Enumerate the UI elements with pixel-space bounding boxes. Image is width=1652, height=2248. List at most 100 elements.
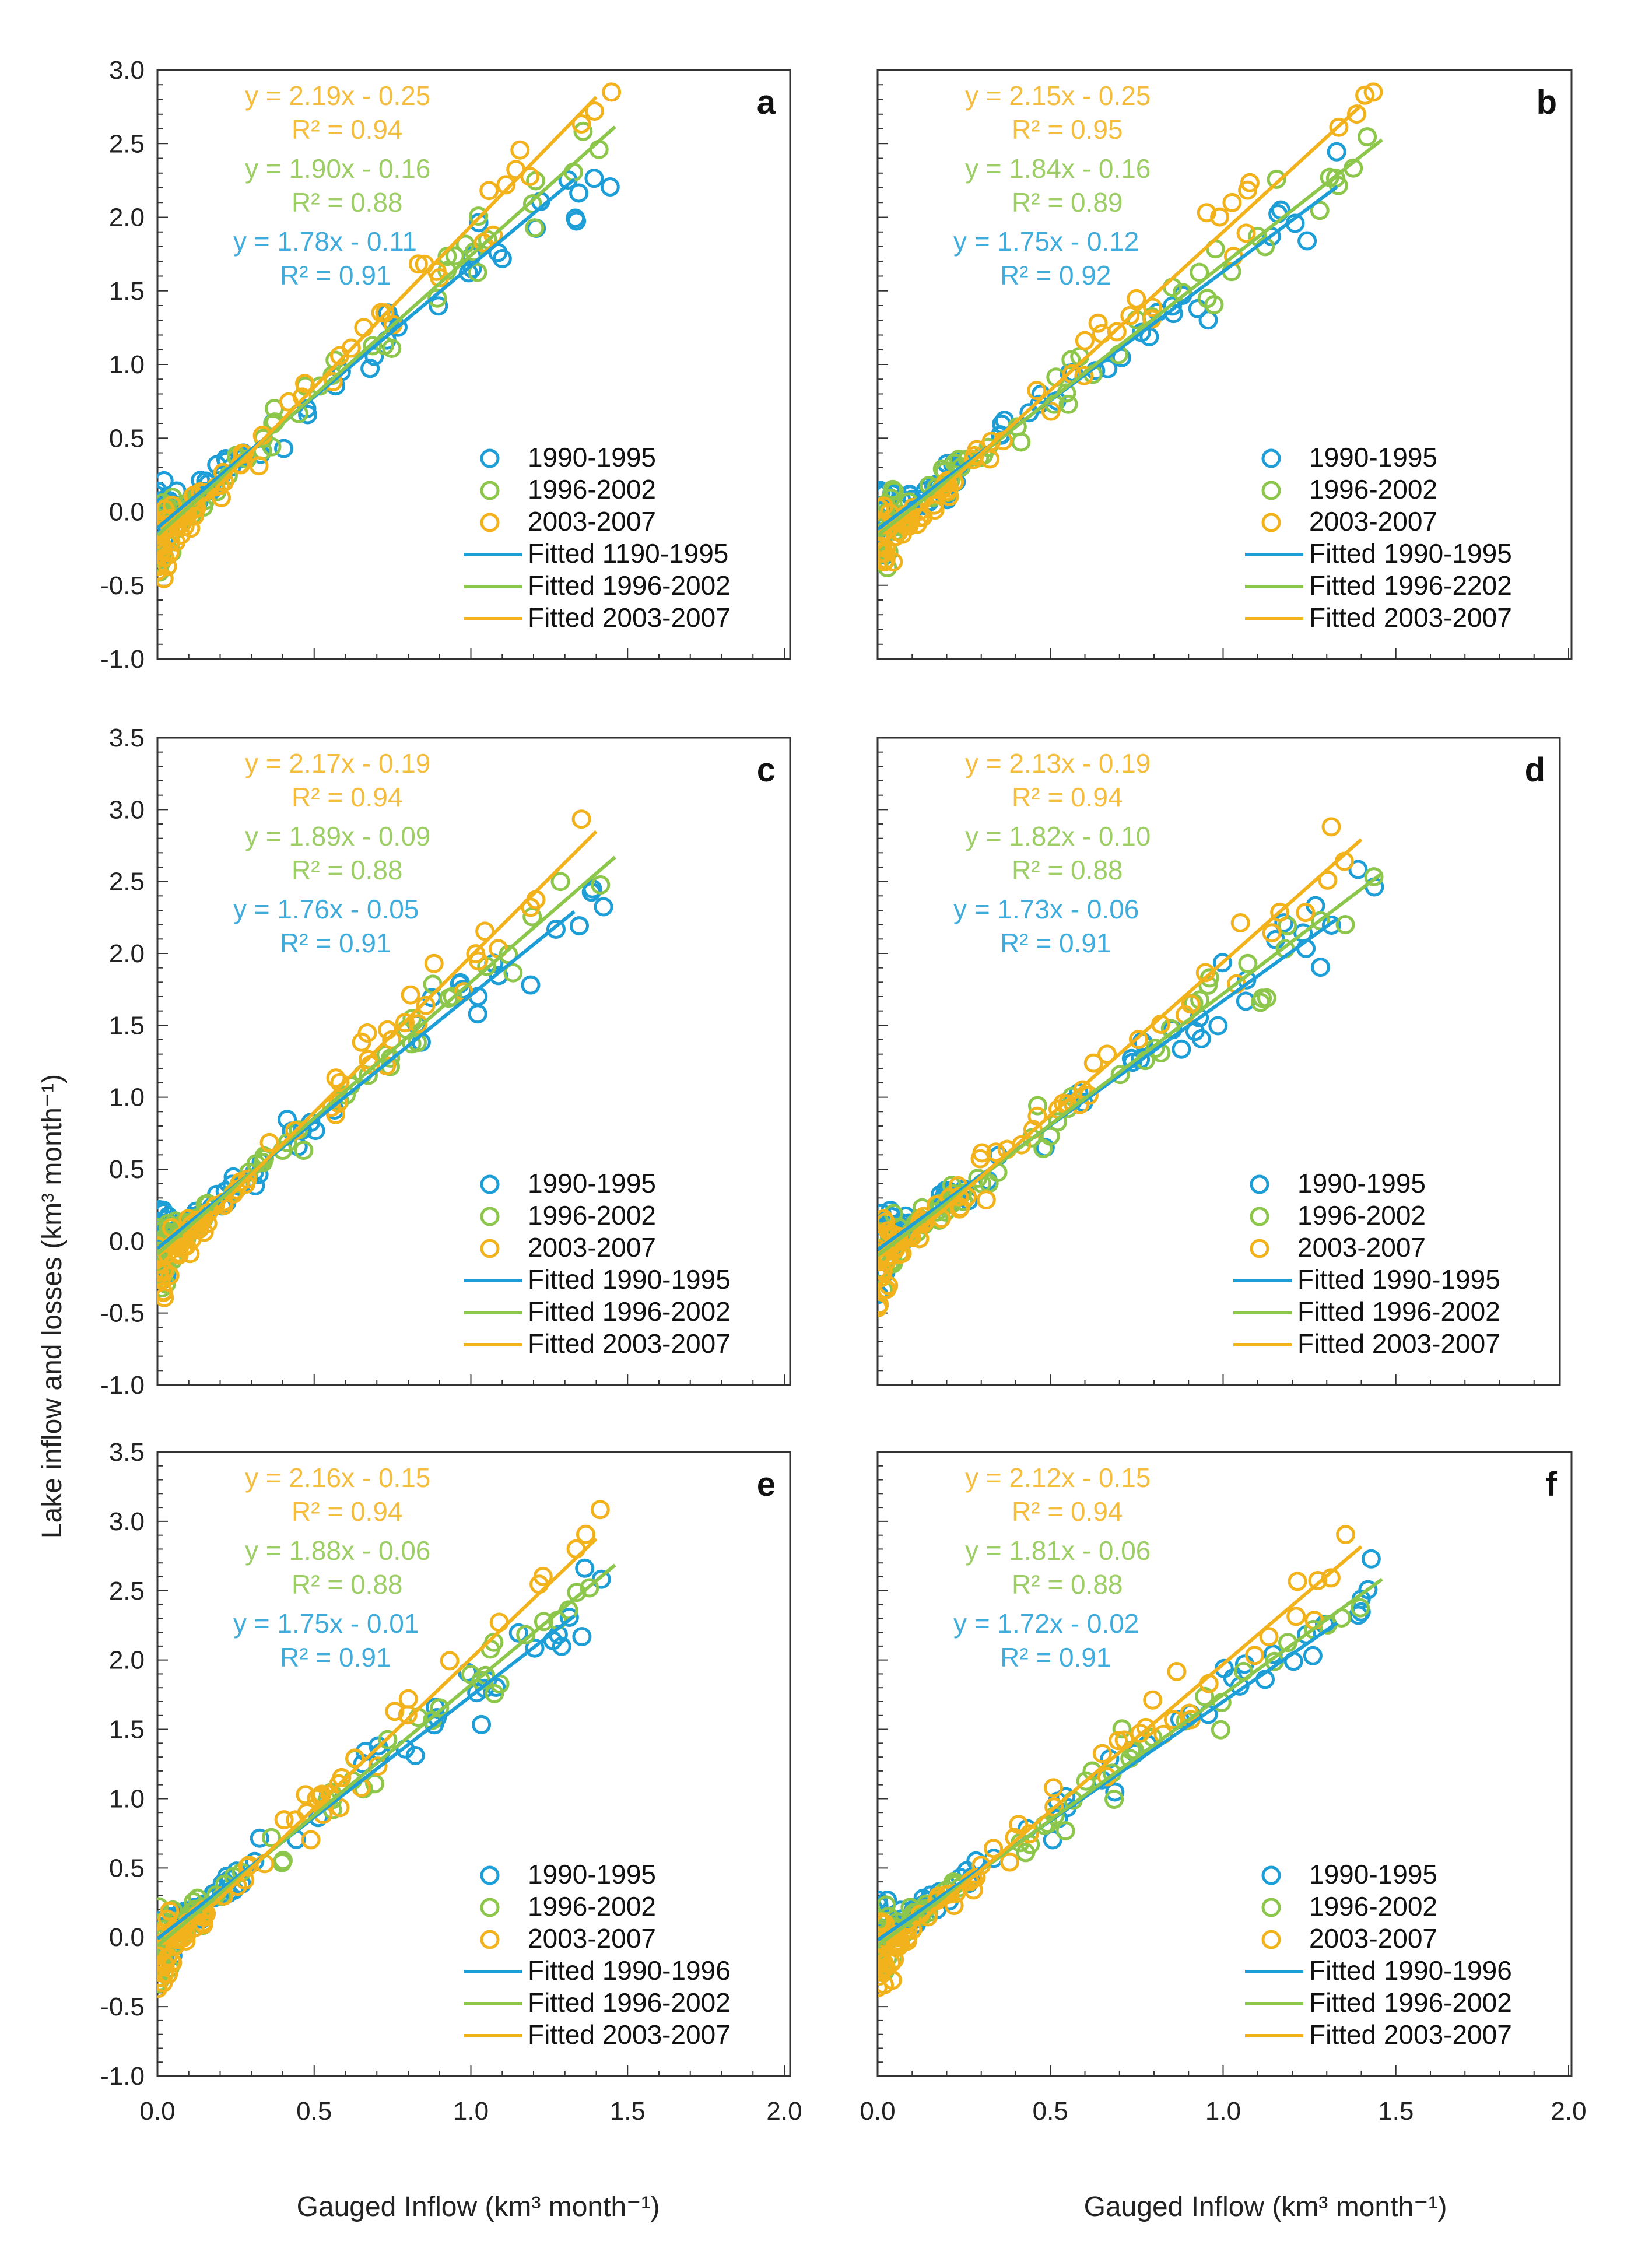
data-point-2003-2007 <box>341 338 361 358</box>
equation-label: y = 1.89x - 0.09 <box>245 821 430 851</box>
legend-marker <box>1261 448 1281 468</box>
data-point-2003-2007 <box>1259 1627 1279 1647</box>
data-point-2003-2007 <box>878 1977 888 1997</box>
fit-line-1996-2002 <box>157 855 616 1255</box>
data-point-1996-2002 <box>273 1850 293 1870</box>
data-point-1990-1995 <box>1303 1646 1323 1665</box>
data-point-2003-2007 <box>885 1949 904 1969</box>
legend-marker <box>1261 1865 1281 1885</box>
data-point-2003-2007 <box>986 1142 1006 1162</box>
data-point-2003-2007 <box>1347 104 1366 124</box>
legend-marker <box>480 1239 500 1258</box>
data-point-2003-2007 <box>296 1785 315 1805</box>
data-point-2003-2007 <box>1163 1710 1183 1730</box>
data-point-2003-2007 <box>274 1810 294 1830</box>
data-point-1990-1995 <box>1348 860 1368 879</box>
data-point-2003-2007 <box>395 1013 415 1033</box>
equation-label: y = 1.72x - 0.02 <box>953 1608 1139 1639</box>
data-point-2003-2007 <box>330 1072 350 1092</box>
data-point-2003-2007 <box>878 543 895 563</box>
data-point-2003-2007 <box>424 953 444 973</box>
y-tick-label: -1.0 <box>100 1371 145 1400</box>
data-point-2003-2007 <box>1210 207 1230 227</box>
fit-line-2003-2007 <box>157 96 598 550</box>
y-tick-label: 0.5 <box>109 1854 145 1882</box>
legend-marker <box>480 448 500 468</box>
y-tick-label: 0.0 <box>109 498 145 527</box>
data-point-2003-2007 <box>1336 1525 1356 1545</box>
data-point-1996-2002 <box>1058 394 1078 414</box>
data-point-2003-2007 <box>1044 1797 1064 1817</box>
equation-label: y = 1.73x - 0.06 <box>953 894 1139 924</box>
data-point-2003-2007 <box>1027 381 1047 400</box>
data-point-1990-1995 <box>1321 916 1341 935</box>
legend-marker <box>1250 1174 1269 1194</box>
scatter-layer <box>878 82 1383 578</box>
data-point-2003-2007 <box>398 1705 418 1725</box>
data-point-2003-2007 <box>354 318 374 338</box>
data-point-2003-2007 <box>1230 913 1250 932</box>
panel-letter-f: f <box>1546 1465 1558 1503</box>
r2-label: R² = 0.95 <box>1012 114 1123 145</box>
data-point-1996-2002 <box>1204 295 1224 314</box>
data-point-2003-2007 <box>1321 817 1341 837</box>
data-point-1996-2002 <box>365 1774 385 1794</box>
scatter-layer <box>157 809 616 1307</box>
equation-label: y = 1.88x - 0.06 <box>245 1535 430 1566</box>
legend-label: Fitted 2003-2007 <box>1309 602 1512 633</box>
r2-label: R² = 0.91 <box>1000 928 1111 958</box>
data-point-1996-2002 <box>363 336 383 356</box>
data-point-1996-2002 <box>589 139 609 159</box>
legend-label: Fitted 2003-2007 <box>1297 1328 1500 1359</box>
fit-line-2003-2007 <box>878 104 1363 550</box>
legend-label: Fitted 1996-2002 <box>528 1987 731 2018</box>
legend-marker <box>1250 1207 1269 1226</box>
legend-label: 2003-2007 <box>528 1923 656 1954</box>
data-point-1990-1995 <box>1172 1039 1191 1059</box>
data-point-1996-2002 <box>580 1578 599 1598</box>
legend-label: Fitted 1190-1995 <box>528 538 728 569</box>
data-point-1996-2002 <box>1310 201 1330 220</box>
equation-label: y = 2.12x - 0.15 <box>965 1463 1151 1493</box>
y-tick-label: 2.0 <box>109 939 145 968</box>
data-point-1990-1995 <box>584 169 604 188</box>
legend-label: 2003-2007 <box>1297 1232 1426 1262</box>
panel-letter-a: a <box>757 83 776 121</box>
r2-label: R² = 0.91 <box>1000 1642 1111 1672</box>
fit-line-1996-2002 <box>157 125 616 537</box>
data-point-2003-2007 <box>359 1050 378 1069</box>
data-point-2003-2007 <box>878 1912 892 1932</box>
data-point-1996-2002 <box>1257 988 1276 1008</box>
data-point-1990-1995 <box>274 439 294 458</box>
data-point-2003-2007 <box>878 1966 889 1986</box>
data-point-1996-2002 <box>1028 1096 1047 1116</box>
data-point-1990-1995 <box>1327 142 1346 162</box>
data-point-1996-2002 <box>878 1895 896 1915</box>
r2-label: R² = 0.88 <box>1012 855 1123 885</box>
data-point-1996-2002 <box>1190 262 1209 282</box>
data-point-2003-2007 <box>1329 117 1349 137</box>
legend-label: 1990-1995 <box>528 1859 656 1889</box>
data-point-2003-2007 <box>1120 306 1140 325</box>
data-point-2003-2007 <box>1143 297 1163 317</box>
data-point-2003-2007 <box>398 1689 418 1709</box>
x-tick-label: 2.0 <box>1551 2097 1586 2126</box>
data-point-1996-2002 <box>445 246 465 266</box>
legend-label: Fitted 2003-2007 <box>528 2019 731 2050</box>
fit-line-2003-2007 <box>878 1545 1363 1960</box>
equation-label: y = 2.16x - 0.15 <box>245 1463 430 1493</box>
r2-label: R² = 0.89 <box>1012 187 1123 218</box>
data-point-1990-1995 <box>575 1558 595 1578</box>
legend-label: 1996-2002 <box>1309 474 1437 504</box>
legend-label: Fitted 2003-2007 <box>528 602 731 633</box>
data-point-1996-2002 <box>883 479 903 499</box>
data-point-1996-2002 <box>1358 127 1377 147</box>
data-point-2003-2007 <box>479 181 499 201</box>
legend-label: 1990-1995 <box>528 442 656 472</box>
legend-label: Fitted 1990-1996 <box>1309 1955 1512 1986</box>
data-point-2003-2007 <box>1088 313 1108 333</box>
data-point-1996-2002 <box>461 1665 480 1684</box>
plot-frame <box>156 1451 791 2077</box>
data-point-1990-1995 <box>472 1714 492 1734</box>
legend-label: 1990-1995 <box>1297 1168 1426 1198</box>
